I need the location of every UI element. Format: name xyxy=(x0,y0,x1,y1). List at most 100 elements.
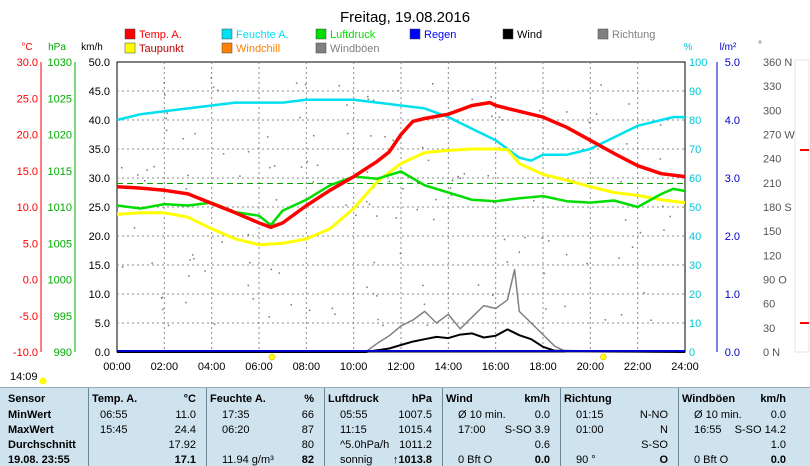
direction-dot xyxy=(524,236,526,239)
direction-dot xyxy=(477,284,480,286)
direction-dot xyxy=(543,272,545,275)
table-cell-meta: 17:35 xyxy=(222,409,250,421)
tick-lm2: 1.0 xyxy=(725,289,740,301)
tick-kmh: 45.0 xyxy=(89,86,110,98)
tick-kmh: 0.0 xyxy=(95,347,110,359)
table-cell-value: ↑1013.8 xyxy=(392,454,432,466)
table-cell-value: N-NO xyxy=(639,409,668,421)
direction-dot xyxy=(365,200,368,203)
table-cell-value: 1007.5 xyxy=(398,409,432,421)
direction-dot xyxy=(503,238,506,241)
direction-dot xyxy=(427,159,430,162)
direction-dot xyxy=(399,252,402,255)
direction-dot xyxy=(290,303,292,306)
table-header-unit: °C xyxy=(183,393,196,405)
direction-dot xyxy=(490,96,492,98)
series-group xyxy=(116,98,686,353)
direction-dot xyxy=(167,324,170,327)
now-marker xyxy=(39,377,47,385)
axis-header-pct: % xyxy=(684,42,693,53)
table-cell-value: 0.6 xyxy=(534,439,550,451)
legend-swatch xyxy=(124,42,136,54)
tick-hpa: 1020 xyxy=(48,130,72,142)
direction-dot xyxy=(395,217,398,219)
direction-dot xyxy=(659,124,662,126)
table-divider xyxy=(206,388,207,466)
legend-label: Feuchte A. xyxy=(236,29,289,41)
direction-dot xyxy=(146,169,148,171)
direction-dot xyxy=(457,175,459,178)
direction-dot xyxy=(275,199,278,201)
direction-dot xyxy=(162,308,164,311)
tick-temp_c: 20.0 xyxy=(17,130,38,142)
direction-dot xyxy=(346,132,349,135)
direction-dot xyxy=(295,82,298,84)
direction-dot xyxy=(160,297,163,299)
legend-swatch xyxy=(221,42,233,54)
direction-dot xyxy=(492,294,494,296)
tick-deg: 210 xyxy=(763,178,781,190)
tick-pct: 50 xyxy=(689,202,701,214)
legend-swatch xyxy=(409,28,421,40)
direction-dot xyxy=(491,115,493,118)
direction-dot xyxy=(331,307,334,310)
tick-hpa: 1025 xyxy=(48,93,72,105)
direction-dot xyxy=(355,214,357,217)
direction-dot xyxy=(300,166,303,168)
tick-hpa: 995 xyxy=(54,311,72,323)
tick-temp_c: 10.0 xyxy=(17,202,38,214)
table-header: Luftdruck xyxy=(328,393,379,405)
sun-marker xyxy=(600,353,607,361)
legend-label: Richtung xyxy=(612,29,655,41)
legend-label: Windböen xyxy=(330,43,380,55)
direction-dot xyxy=(249,261,251,264)
tick-hpa: 1000 xyxy=(48,275,72,287)
table-cell-meta: 05:55 xyxy=(340,409,368,421)
x-tick-label: 12:00 xyxy=(387,361,415,373)
direction-dot xyxy=(416,208,419,211)
direction-dot xyxy=(373,261,375,264)
legend-swatch xyxy=(502,28,514,40)
direction-dot xyxy=(194,132,196,135)
x-tick-label: 04:00 xyxy=(198,361,226,373)
table-cell-value: 0.0 xyxy=(770,409,786,421)
tick-lm2: 4.0 xyxy=(725,115,740,127)
tick-kmh: 30.0 xyxy=(89,173,110,185)
table-cell-value: 66 xyxy=(301,409,314,421)
direction-dot xyxy=(595,113,598,115)
direction-dot xyxy=(222,153,225,155)
tick-pct: 20 xyxy=(689,289,701,301)
table-header-unit: km/h xyxy=(760,393,786,405)
direction-dot xyxy=(367,95,369,98)
tick-deg: 270 W xyxy=(763,130,795,142)
direction-dot xyxy=(120,166,123,169)
direction-dot xyxy=(423,303,426,306)
x-tick-label: 18:00 xyxy=(529,361,557,373)
direction-dot xyxy=(166,112,168,114)
table-cell-value: 82 xyxy=(301,454,314,466)
direction-dot xyxy=(185,188,188,190)
direction-dot xyxy=(133,227,136,229)
table-divider xyxy=(678,388,679,466)
table-cell-meta: 11:15 xyxy=(340,424,367,436)
direction-dot xyxy=(304,83,307,86)
direction-dot xyxy=(372,99,375,102)
direction-dot xyxy=(650,319,652,321)
direction-dot xyxy=(366,171,369,173)
tick-deg: 360 N xyxy=(763,57,792,69)
table-cell-value: 80 xyxy=(301,439,314,451)
direction-dot xyxy=(191,254,194,256)
axis-header-lm2: l/m² xyxy=(720,42,737,53)
direction-dot xyxy=(334,313,336,315)
legend-label: Taupunkt xyxy=(139,43,184,55)
table-divider xyxy=(88,388,89,466)
direction-dot xyxy=(153,165,155,168)
direction-dot xyxy=(459,177,461,179)
tick-hpa: 1030 xyxy=(48,57,72,69)
direction-dot xyxy=(188,275,190,277)
direction-dot xyxy=(661,205,664,208)
table-cell-meta: 11.94 g/m³ xyxy=(222,454,274,466)
direction-dot xyxy=(182,137,185,140)
direction-dot xyxy=(189,259,191,261)
direction-dot xyxy=(338,84,341,87)
